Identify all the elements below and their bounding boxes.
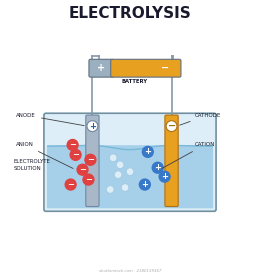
Text: shutterstock.com · 2180139367: shutterstock.com · 2180139367 (99, 269, 161, 273)
Text: ANION: ANION (16, 143, 73, 169)
Circle shape (85, 154, 96, 165)
Circle shape (87, 121, 98, 132)
Circle shape (67, 139, 78, 150)
Circle shape (109, 154, 117, 162)
Circle shape (77, 164, 88, 175)
Text: +: + (141, 180, 148, 189)
Text: −: − (79, 165, 86, 174)
Text: −: − (72, 150, 79, 159)
Text: +: + (97, 63, 105, 73)
Text: +: + (89, 122, 96, 131)
FancyBboxPatch shape (89, 59, 114, 77)
Text: +: + (161, 172, 168, 181)
FancyBboxPatch shape (47, 145, 213, 208)
Text: −: − (161, 63, 169, 73)
Circle shape (114, 171, 122, 178)
Text: −: − (87, 155, 94, 164)
FancyBboxPatch shape (165, 115, 178, 207)
Text: −: − (167, 121, 176, 131)
Text: +: + (154, 163, 161, 172)
FancyBboxPatch shape (111, 59, 181, 77)
Text: ELECTROLYSIS: ELECTROLYSIS (69, 6, 191, 21)
Circle shape (126, 168, 134, 176)
Text: −: − (85, 175, 92, 184)
Circle shape (142, 146, 153, 157)
Text: ELECTROLYTE
SOLUTION: ELECTROLYTE SOLUTION (13, 159, 50, 171)
Circle shape (83, 174, 94, 185)
FancyBboxPatch shape (86, 115, 99, 207)
Text: CATHODE: CATHODE (180, 113, 221, 125)
Circle shape (159, 171, 170, 182)
Text: ANODE: ANODE (16, 113, 84, 126)
Circle shape (139, 179, 150, 190)
Circle shape (106, 186, 114, 193)
FancyBboxPatch shape (44, 113, 216, 211)
Text: CATION: CATION (162, 143, 215, 168)
Text: +: + (144, 147, 151, 157)
Circle shape (121, 184, 129, 191)
Circle shape (152, 162, 163, 173)
Circle shape (116, 161, 124, 169)
Text: BATTERY: BATTERY (122, 79, 148, 84)
Circle shape (65, 179, 76, 190)
Circle shape (70, 150, 81, 160)
Text: −: − (67, 180, 74, 189)
Text: −: − (69, 141, 76, 150)
Circle shape (166, 121, 177, 132)
